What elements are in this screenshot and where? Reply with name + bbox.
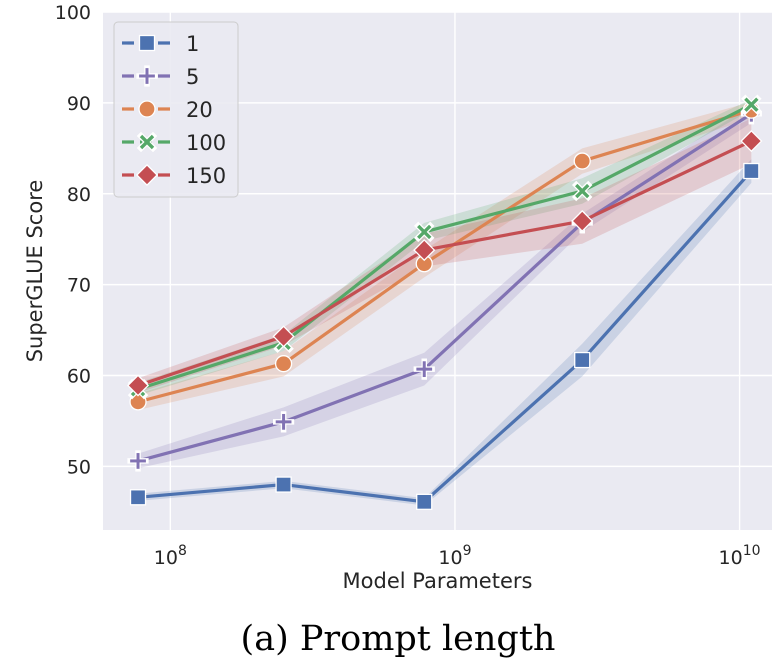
point-series-20 <box>573 152 591 170</box>
point-series-150 <box>740 130 763 153</box>
x-axis-title: Model Parameters <box>343 569 533 593</box>
legend-item: 150 <box>122 163 226 188</box>
y-tick-label: 100 <box>55 2 91 24</box>
legend-marker <box>138 100 156 118</box>
confidence-bands <box>138 99 752 506</box>
band-series-20 <box>138 101 752 411</box>
point-series-150 <box>126 374 150 397</box>
point-series-150 <box>413 239 436 262</box>
legend-item: 1 <box>122 32 199 56</box>
x-tick-label: 1010 <box>719 543 761 569</box>
y-tick-label: 90 <box>67 93 91 115</box>
point-series-1 <box>129 489 147 506</box>
band-series-100 <box>138 99 752 396</box>
band-series-150 <box>138 118 752 393</box>
y-tick-label: 80 <box>67 184 91 206</box>
y-tick-label: 50 <box>67 456 91 478</box>
legend-item: 5 <box>122 65 199 89</box>
series-markers <box>126 94 763 510</box>
legend-item: 20 <box>122 98 213 122</box>
legend-item: 100 <box>122 131 226 155</box>
legend-marker <box>136 65 158 87</box>
point-series-20 <box>274 355 293 373</box>
legend-label: 100 <box>186 131 226 155</box>
x-tick-label: 109 <box>438 543 471 569</box>
figure-caption: (a) Prompt length <box>241 619 556 659</box>
point-series-150 <box>571 209 594 233</box>
point-series-1 <box>574 351 591 369</box>
legend-marker <box>135 163 159 187</box>
point-series-1 <box>416 493 433 510</box>
y-tick-labels: 50 60 70 80 90 100 <box>55 2 91 478</box>
legend-marker <box>138 34 156 52</box>
x-tick-label: 108 <box>154 543 187 569</box>
legend-marker <box>136 131 158 153</box>
y-tick-label: 60 <box>67 366 91 388</box>
point-series-5 <box>272 411 295 433</box>
legend-label: 150 <box>186 164 226 188</box>
legend-label: 1 <box>186 32 199 56</box>
legend-label: 5 <box>186 65 199 89</box>
point-series-1 <box>743 162 760 180</box>
point-series-100 <box>571 180 593 202</box>
legend-label: 20 <box>186 98 213 122</box>
point-series-1 <box>275 476 292 493</box>
y-axis-title: SuperGLUE Score <box>23 180 47 363</box>
point-series-100 <box>741 94 762 115</box>
point-series-5 <box>413 358 435 380</box>
point-series-100 <box>413 221 435 243</box>
y-tick-label: 70 <box>67 275 91 297</box>
point-series-150 <box>272 325 295 348</box>
legend: 1 5 20 100 150 <box>113 21 239 198</box>
x-tick-labels: 108 109 1010 <box>154 543 761 569</box>
point-series-5 <box>127 450 149 472</box>
